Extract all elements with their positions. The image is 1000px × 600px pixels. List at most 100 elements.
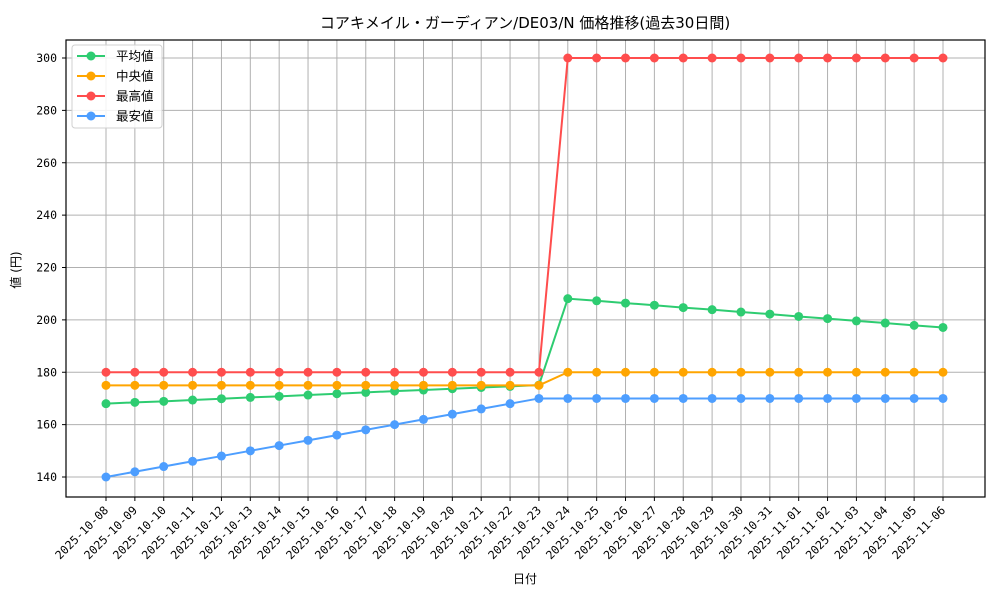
data-point-marker [332,367,342,377]
data-point-marker [418,367,428,377]
data-point-marker [188,367,198,377]
data-point-marker [823,367,833,377]
data-point-marker [765,393,775,403]
data-point-marker [361,367,371,377]
data-point-marker [447,380,457,390]
data-point-marker [707,305,717,315]
y-axis-label: 値 (円) [8,251,23,288]
data-point-marker [851,393,861,403]
data-point-marker [332,430,342,440]
data-point-marker [130,397,140,407]
y-tick-label: 200 [36,313,57,327]
data-point-marker [303,390,313,400]
data-point-marker [245,380,255,390]
series-line [101,294,948,409]
data-point-marker [534,380,544,390]
data-point-marker [245,446,255,456]
data-point-marker [130,367,140,377]
data-point-marker [621,367,631,377]
data-point-marker [361,387,371,397]
data-point-marker [851,367,861,377]
data-point-marker [909,367,919,377]
legend-marker-icon [86,111,96,121]
data-point-marker [101,472,111,482]
data-point-marker [678,303,688,313]
data-point-marker [592,367,602,377]
data-point-marker [216,367,226,377]
data-point-marker [390,380,400,390]
data-point-marker [303,367,313,377]
data-point-marker [765,309,775,319]
legend-label: 平均値 [116,49,154,64]
data-point-marker [880,318,890,328]
data-point-marker [505,380,515,390]
y-tick-label: 280 [36,103,57,117]
data-point-marker [216,451,226,461]
data-point-marker [245,367,255,377]
y-tick-label: 240 [36,208,57,222]
data-point-marker [909,393,919,403]
data-point-marker [188,395,198,405]
x-axis-ticks: 2025-10-082025-10-092025-10-102025-10-11… [52,497,948,562]
data-point-marker [274,380,284,390]
data-point-marker [274,391,284,401]
data-point-marker [159,367,169,377]
data-point-marker [361,380,371,390]
series-line [101,367,948,390]
data-point-marker [909,53,919,63]
data-point-marker [188,380,198,390]
data-point-marker [765,53,775,63]
data-point-marker [534,393,544,403]
data-point-marker [880,393,890,403]
legend-label: 中央値 [116,69,154,84]
data-point-marker [621,393,631,403]
data-point-marker [390,420,400,430]
data-point-marker [101,367,111,377]
data-point-marker [216,394,226,404]
data-point-marker [592,296,602,306]
data-point-marker [707,393,717,403]
data-point-marker [938,393,948,403]
series-line [101,393,948,482]
data-point-marker [159,396,169,406]
data-point-marker [851,53,861,63]
data-point-marker [245,392,255,402]
data-point-marker [303,380,313,390]
data-point-marker [130,467,140,477]
legend-label: 最安値 [116,109,154,124]
data-point-marker [794,53,804,63]
data-point-marker [649,393,659,403]
data-point-marker [418,414,428,424]
data-point-marker [274,367,284,377]
data-point-marker [563,393,573,403]
legend-item: 最安値 [77,109,154,124]
data-point-marker [101,380,111,390]
y-tick-label: 160 [36,418,57,432]
data-point-marker [332,380,342,390]
data-point-marker [823,314,833,324]
legend-marker-icon [86,71,96,81]
data-point-marker [101,399,111,409]
legend-marker-icon [86,51,96,61]
data-point-marker [505,399,515,409]
data-point-marker [736,53,746,63]
data-point-marker [765,367,775,377]
legend-label: 最高値 [116,89,154,104]
data-point-marker [188,456,198,466]
y-tick-label: 220 [36,261,57,275]
data-point-marker [938,53,948,63]
y-tick-label: 180 [36,365,57,379]
data-point-marker [823,393,833,403]
data-point-marker [563,294,573,304]
legend-marker-icon [86,91,96,101]
data-point-marker [736,367,746,377]
data-point-marker [649,53,659,63]
data-point-marker [159,380,169,390]
data-point-marker [880,367,890,377]
data-point-marker [303,435,313,445]
data-point-marker [678,53,688,63]
data-point-marker [880,53,890,63]
data-point-marker [563,53,573,63]
data-point-marker [823,53,833,63]
